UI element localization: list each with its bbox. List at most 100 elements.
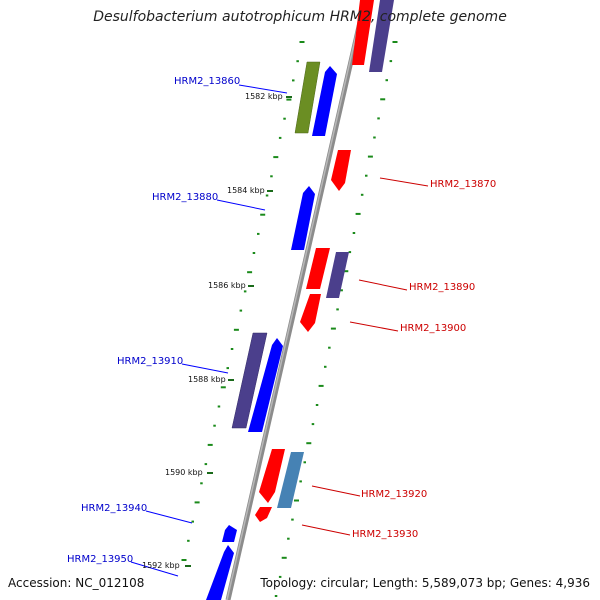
tick-marks: [185, 96, 292, 567]
gc-right-dot: [278, 575, 282, 578]
connector-hrm2-13910: [181, 363, 229, 374]
genome-backbone-highlight: [226, 0, 365, 600]
gc-left-dot: [270, 175, 273, 178]
gc-right-dot: [355, 212, 361, 215]
gc-left-dot: [292, 79, 295, 82]
connector-hrm2-13940: [145, 510, 193, 524]
gene-label-hrm2-13870[interactable]: HRM2_13870: [430, 179, 497, 190]
gene-hrm2-13930[interactable]: [255, 507, 272, 522]
gene-label-hrm2-13880[interactable]: HRM2_13880: [152, 192, 219, 203]
gc-left-dot: [187, 539, 190, 542]
gene-hrm2-13920-steelblue[interactable]: [277, 452, 304, 508]
kbp-tick-mark: [228, 379, 234, 381]
connector-hrm2-13890: [358, 279, 408, 291]
tick-label-1584: 1584 kbp: [227, 186, 265, 195]
kbp-tick-mark: [267, 190, 273, 192]
gene-label-hrm2-13940[interactable]: HRM2_13940: [81, 503, 148, 514]
gene-hrm2-13860[interactable]: [312, 66, 337, 136]
tick-label-1586: 1586 kbp: [208, 281, 246, 290]
gene-label-hrm2-13900[interactable]: HRM2_13900: [400, 323, 467, 334]
gene-label-hrm2-13890[interactable]: HRM2_13890: [409, 282, 476, 293]
gc-left-dot: [204, 463, 208, 466]
gc-right-dot: [330, 327, 336, 330]
gene-hrm2-13900-red-top[interactable]: [352, 0, 374, 65]
gc-left-dot: [220, 386, 226, 389]
gene-label-hrm2-13860[interactable]: HRM2_13860: [174, 76, 241, 87]
tick-label-1592: 1592 kbp: [142, 561, 180, 570]
gc-left-dot: [273, 156, 279, 159]
gene-hrm2-13890-purple[interactable]: [326, 252, 349, 298]
gc-left-dot: [239, 309, 243, 312]
gene-hrm2-13920[interactable]: [259, 449, 285, 503]
gc-left-dot: [296, 60, 299, 63]
gc-right-dot: [385, 79, 388, 82]
gc-left-dot: [260, 213, 266, 216]
genome-backbone: [225, 0, 368, 600]
gc-right-dot: [306, 442, 312, 445]
gene-hrm2-13900[interactable]: [300, 294, 321, 332]
gene-label-hrm2-13910[interactable]: HRM2_13910: [117, 356, 184, 367]
gene-hrm2-13910-purple[interactable]: [231, 332, 268, 429]
gene-hrm2-13890[interactable]: [306, 248, 330, 289]
gc-left-dot: [207, 443, 213, 446]
gc-right-dot: [389, 60, 393, 63]
gene-hrm2-13950[interactable]: [206, 545, 234, 600]
gene-label-hrm2-13950[interactable]: HRM2_13950: [67, 554, 134, 565]
gene-hrm2-13900-purple-top[interactable]: [369, 0, 394, 72]
gc-dots-left: [181, 41, 305, 561]
tick-label-1590: 1590 kbp: [165, 468, 203, 477]
gc-left-dot: [226, 367, 229, 370]
gene-hrm2-13860-olive[interactable]: [294, 61, 321, 134]
gc-right-dot: [311, 423, 315, 426]
gc-right-dot: [360, 193, 364, 196]
gc-left-dot: [230, 348, 234, 350]
gc-right-dot: [281, 556, 287, 559]
gc-right-dot: [343, 270, 349, 273]
gc-right-dot: [340, 289, 343, 292]
gene-label-hrm2-13930[interactable]: HRM2_13930: [352, 529, 419, 540]
connector-hrm2-13930: [301, 524, 351, 536]
gc-right-dot: [392, 41, 398, 43]
gc-left-dot: [252, 252, 256, 254]
gc-right-dot: [352, 232, 356, 234]
gc-left-dot: [247, 271, 253, 274]
genome-summary-text: Topology: circular; Length: 5,589,073 bp…: [260, 576, 590, 590]
gc-right-dot: [294, 499, 299, 502]
gene-hrm2-13940[interactable]: [222, 525, 237, 542]
gene-label-hrm2-13920[interactable]: HRM2_13920: [361, 489, 428, 500]
gc-left-dot: [181, 559, 187, 561]
gc-right-dot: [365, 174, 368, 177]
gc-left-dot: [217, 405, 221, 408]
gc-left-dot: [265, 194, 269, 197]
gc-left-dot: [191, 520, 194, 523]
gc-right-dot: [299, 480, 302, 483]
connector-hrm2-13920: [311, 485, 361, 497]
gc-right-dot: [303, 461, 306, 464]
gene-hrm2-13880[interactable]: [291, 186, 315, 250]
gc-left-dot: [299, 41, 305, 43]
gc-left-dot: [257, 232, 260, 235]
kbp-tick-mark: [286, 96, 292, 98]
gc-right-dot: [380, 98, 386, 101]
gene-hrm2-13910[interactable]: [248, 338, 283, 432]
kbp-tick-mark: [185, 565, 191, 567]
gc-left-dot: [278, 136, 282, 139]
gc-dots-right: [274, 41, 398, 597]
gc-left-dot: [194, 501, 200, 504]
gc-right-dot: [274, 595, 278, 597]
accession-text: Accession: NC_012108: [8, 576, 145, 590]
connector-hrm2-13870: [379, 177, 429, 187]
gc-left-dot: [286, 98, 292, 101]
gc-right-dot: [367, 155, 373, 158]
gc-right-dot: [291, 518, 294, 521]
gene-hrm2-13870[interactable]: [331, 150, 351, 191]
gc-right-dot: [315, 404, 319, 406]
tick-label-1588: 1588 kbp: [188, 375, 226, 384]
connector-hrm2-13950: [130, 561, 179, 577]
connector-hrm2-13860: [238, 84, 288, 94]
gc-left-dot: [233, 328, 239, 331]
gc-left-dot: [283, 117, 286, 120]
connector-hrm2-13880: [216, 199, 266, 211]
connector-hrm2-13900: [349, 321, 399, 332]
